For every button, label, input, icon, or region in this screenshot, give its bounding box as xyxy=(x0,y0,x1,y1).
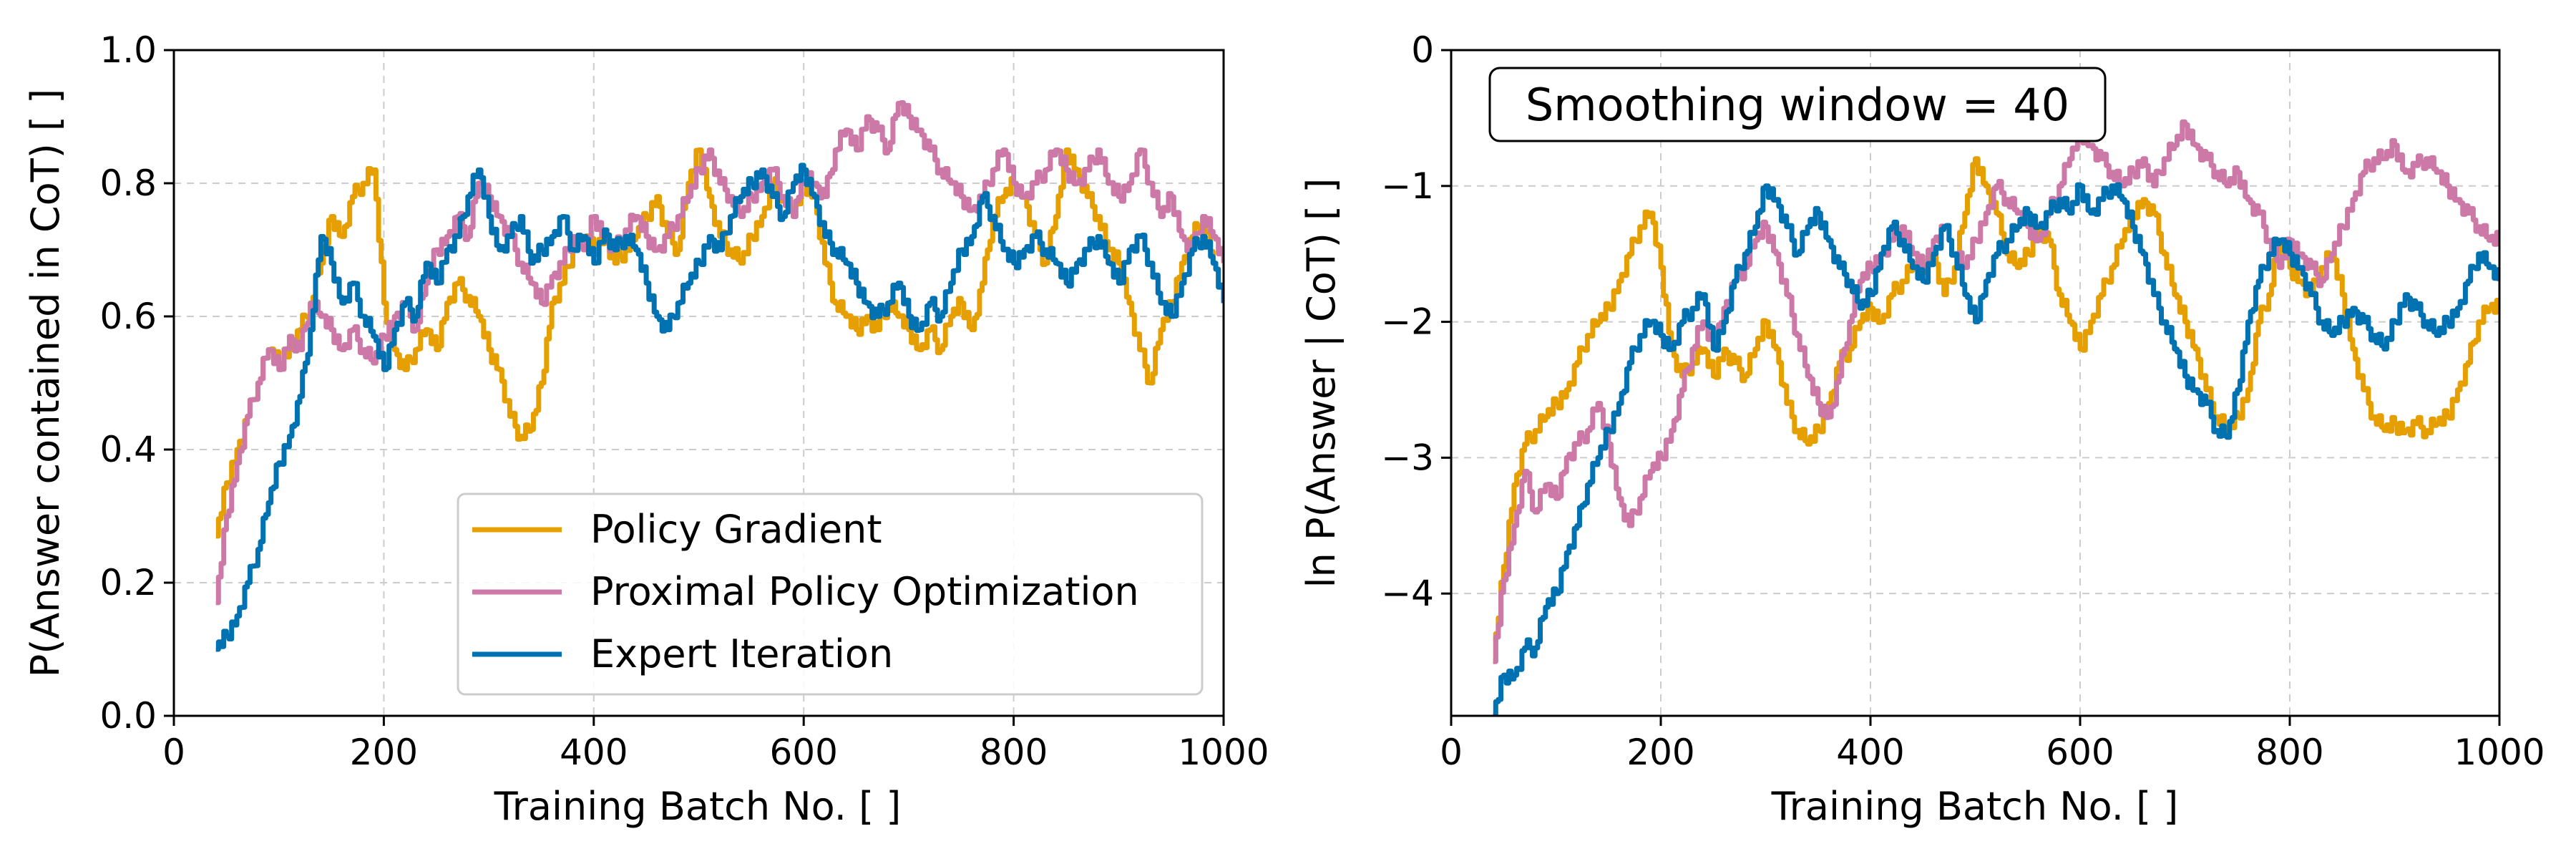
right-x-tick-label: 200 xyxy=(1626,732,1694,773)
left-series-group xyxy=(215,100,1224,652)
right-x-tick-label: 800 xyxy=(2255,732,2323,773)
legend-label-expert-iteration: Expert Iteration xyxy=(590,631,893,676)
left-y-tick-label: 0.2 xyxy=(99,562,157,603)
left-chart: 0 200 400 600 800 1000 0.0 0.2 0.4 0.6 0.8 1.0 Trai… xyxy=(23,29,1269,829)
left-x-tick-label: 0 xyxy=(162,732,185,773)
left-series-policy-gradient xyxy=(215,147,1224,539)
left-plot-frame xyxy=(172,49,1225,717)
right-y-axis-title: ln P(Answer | CoT) [ ] xyxy=(1299,178,1344,588)
legend: Policy Gradient Proximal Policy Optimiza… xyxy=(457,492,1204,696)
right-series-proximal-policy-optimization xyxy=(1493,119,2499,664)
left-x-tick-label: 600 xyxy=(769,732,837,773)
left-y-axis-title: P(Answer contained in CoT) [ ] xyxy=(23,89,68,677)
left-x-tick-label: 400 xyxy=(560,732,628,773)
right-y-tick-label: −3 xyxy=(1381,437,1434,478)
right-series-expert-iteration xyxy=(1493,182,2499,716)
left-x-axis-title: Training Batch No. [ ] xyxy=(494,784,902,829)
left-x-tick-label: 1000 xyxy=(1178,732,1269,773)
legend-label-policy-gradient: Policy Gradient xyxy=(590,507,882,552)
right-y-tick-label: −2 xyxy=(1381,301,1434,343)
smoothing-annotation: Smoothing window = 40 xyxy=(1488,67,2107,142)
right-y-tick-label: 0 xyxy=(1411,29,1434,71)
right-series-group xyxy=(1493,119,2499,716)
right-x-tick-label: 1000 xyxy=(2454,732,2545,773)
right-ticks: 0 200 400 600 800 1000 0 −1 −2 −3 −4 xyxy=(1381,29,2545,773)
left-series-proximal-policy-optimization xyxy=(215,100,1224,606)
legend-box xyxy=(457,492,1204,696)
left-y-tick-label: 0.6 xyxy=(99,296,157,337)
left-series-expert-iteration xyxy=(215,162,1224,652)
left-ticks: 0 200 400 600 800 1000 0.0 0.2 0.4 0.6 0.8 1.0 xyxy=(99,29,1269,773)
annotation-box xyxy=(1488,67,2107,142)
right-chart: 0 200 400 600 800 1000 0 −1 −2 −3 −4 Training Batc… xyxy=(1299,29,2545,829)
right-x-tick-label: 600 xyxy=(2046,732,2114,773)
left-y-tick-label: 0.0 xyxy=(99,695,157,737)
right-y-tick-label: −4 xyxy=(1381,573,1434,614)
left-y-tick-label: 0.8 xyxy=(99,162,157,204)
right-x-axis-title: Training Batch No. [ ] xyxy=(1771,784,2179,829)
left-x-tick-label: 800 xyxy=(980,732,1048,773)
right-x-tick-label: 0 xyxy=(1440,732,1463,773)
left-y-tick-label: 1.0 xyxy=(99,29,157,71)
left-y-tick-label: 0.4 xyxy=(99,429,157,470)
right-x-tick-label: 400 xyxy=(1836,732,1904,773)
right-plot-frame xyxy=(1450,49,2501,717)
right-y-tick-label: −1 xyxy=(1381,165,1434,207)
left-x-tick-label: 200 xyxy=(350,732,418,773)
annotation-text: Smoothing window = 40 xyxy=(1526,79,2069,131)
legend-label-ppo: Proximal Policy Optimization xyxy=(590,569,1139,614)
